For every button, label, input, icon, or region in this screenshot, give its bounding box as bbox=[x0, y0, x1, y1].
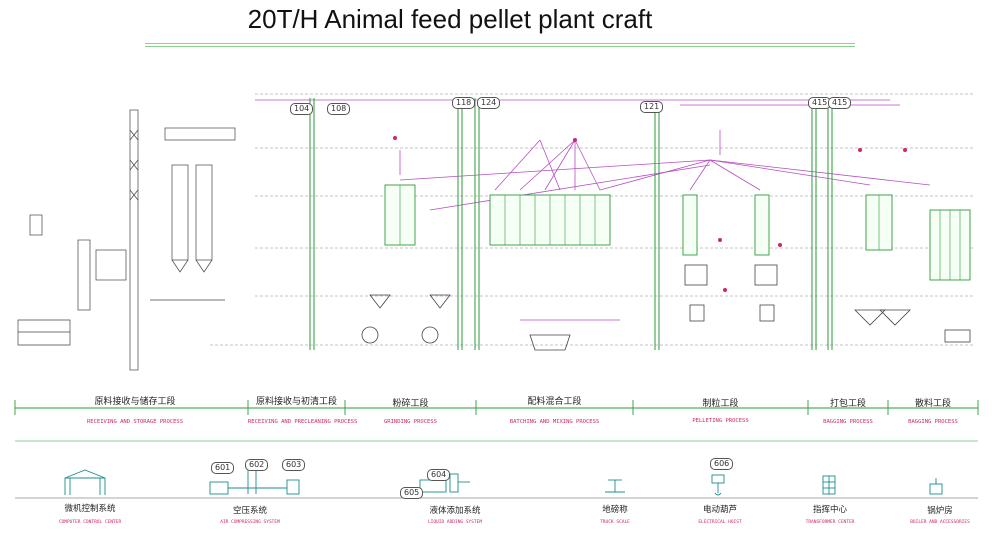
utility-title-cn: 空压系统 bbox=[232, 506, 267, 516]
ref-label: 104 bbox=[290, 103, 314, 115]
utility-title-en: ELECTRICAL HOIST bbox=[698, 520, 742, 525]
utility-ref-label: 603 bbox=[282, 459, 306, 471]
transformer-icon bbox=[822, 475, 836, 495]
section-title-cn: 配料混合工段 bbox=[527, 397, 582, 407]
page-title: 20T/H Animal feed pellet plant craft bbox=[247, 4, 653, 34]
ref-label: 124 bbox=[477, 97, 501, 109]
computer-control-icon bbox=[64, 469, 106, 495]
utility-ref-label: 604 bbox=[427, 469, 451, 481]
utility-title-cn: 锅炉房 bbox=[927, 506, 953, 516]
section-title-en: PELLETING PROCESS bbox=[692, 418, 749, 424]
utility-title-cn: 地磅称 bbox=[602, 505, 628, 515]
utility-title-cn: 液体添加系统 bbox=[429, 506, 481, 516]
utility-ref-label: 602 bbox=[245, 459, 269, 471]
utility-title-en: TRUCK SCALE bbox=[600, 520, 630, 525]
process-bins bbox=[384, 184, 971, 281]
title-rule-top bbox=[145, 43, 855, 44]
section-title-en: BATCHING AND MIXING PROCESS bbox=[509, 419, 600, 425]
conveyor-lines bbox=[255, 99, 931, 321]
bin-dividers bbox=[399, 185, 961, 280]
section-divider bbox=[14, 400, 979, 415]
section-title-cn: 制粒工段 bbox=[702, 399, 739, 409]
section-title-cn: 原料接收与初清工段 bbox=[255, 397, 337, 407]
title-rule-bottom bbox=[145, 46, 855, 47]
section-title-cn: 打包工段 bbox=[829, 399, 866, 409]
section-title-en: BAGGING PROCESS bbox=[908, 419, 958, 425]
utility-ref-label: 606 bbox=[710, 458, 734, 470]
section-title-cn: 原料接收与储存工段 bbox=[94, 397, 176, 407]
utility-ref-label: 605 bbox=[400, 487, 424, 499]
section-title-cn: 粉碎工段 bbox=[392, 399, 429, 409]
boiler-icon bbox=[929, 478, 943, 495]
bucket-elevators bbox=[309, 98, 833, 350]
utility-title-en: BOILER AND ACCESSORIES bbox=[910, 520, 970, 525]
utility-title-en: TRANSFORMER CENTER bbox=[805, 520, 855, 525]
utility-title-en: COMPUTER CONTROL CENTER bbox=[58, 520, 122, 525]
section-title-en: BAGGING PROCESS bbox=[823, 419, 873, 425]
section-title-cn: 散料工段 bbox=[914, 399, 951, 409]
utility-ref-label: 601 bbox=[211, 462, 235, 474]
utility-title-cn: 指挥中心 bbox=[812, 505, 847, 515]
red-markers bbox=[393, 136, 907, 292]
utility-title-en: LIQUID ADDING SYSTEM bbox=[427, 520, 483, 525]
section-title-en: RECEIVING AND STORAGE PROCESS bbox=[86, 419, 184, 425]
ref-label: 108 bbox=[327, 103, 351, 115]
receiving-storage-equipment bbox=[17, 109, 236, 371]
floor-levels bbox=[210, 93, 975, 346]
section-title-en: GRINDING PROCESS bbox=[384, 419, 437, 425]
utility-title-cn: 微机控制系统 bbox=[64, 504, 116, 514]
ref-label: 121 bbox=[640, 101, 664, 113]
electric-hoist-icon bbox=[711, 474, 725, 496]
utility-title-cn: 电动葫芦 bbox=[702, 505, 737, 515]
utility-title-en: AIR COMPRESSING SYSTEM bbox=[220, 520, 280, 525]
section-title-en: RECEIVING AND PRECLEANING PROCESS bbox=[248, 419, 358, 425]
ref-label: 118 bbox=[452, 97, 476, 109]
ref-label: 415 bbox=[828, 97, 852, 109]
truck-scale-icon bbox=[605, 479, 625, 493]
grinding-pelleting-equipment bbox=[361, 264, 971, 351]
